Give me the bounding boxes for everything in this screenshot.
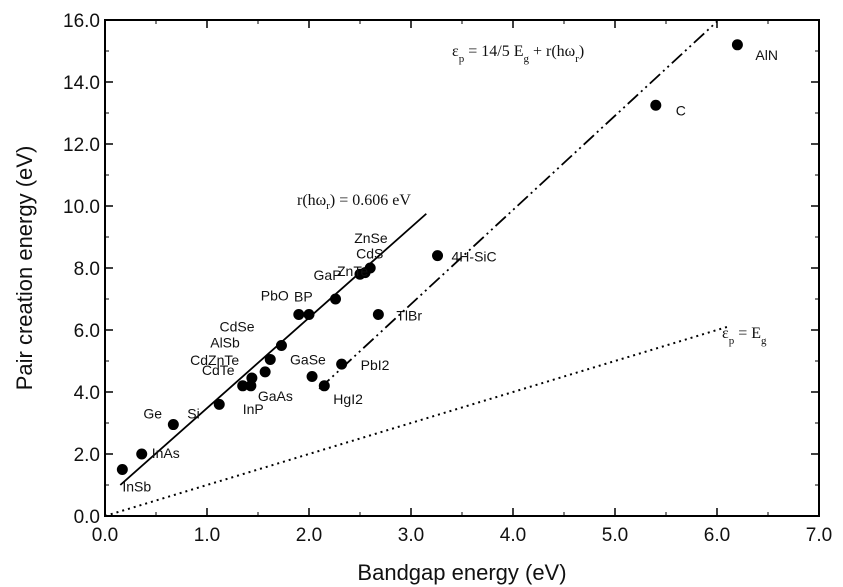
x-tick-label: 1.0 — [194, 525, 220, 546]
point-tlbr — [372, 309, 384, 320]
x-tick-label: 5.0 — [602, 525, 628, 546]
point-4h-sic — [432, 250, 444, 262]
point-inas — [136, 448, 148, 460]
point-insb — [116, 464, 128, 475]
label-gaas: GaAs — [258, 388, 293, 404]
data-points — [116, 39, 743, 475]
y-tick-label: 4.0 — [74, 383, 100, 404]
label-znse: ZnSe — [354, 230, 388, 246]
label-pbi2: PbI2 — [361, 357, 390, 373]
y-axis-title: Pair creation energy (eV) — [12, 146, 37, 391]
point-gap — [330, 293, 342, 305]
x-tick-label: 0.0 — [92, 525, 118, 546]
label-ge: Ge — [143, 406, 162, 422]
label-aln: AlN — [755, 47, 778, 63]
label-gase: GaSe — [290, 352, 326, 368]
y-tick-label: 16.0 — [63, 11, 100, 32]
label-tlbr: TlBr — [396, 308, 422, 324]
label-gap: GaP — [314, 267, 342, 283]
y-tick-label: 0.0 — [74, 507, 100, 528]
label-inas: InAs — [152, 445, 180, 461]
x-tick-label: 2.0 — [296, 525, 322, 546]
label-hgi2: HgI2 — [333, 391, 363, 407]
label-cdte: CdTe — [202, 362, 235, 378]
point-pbi2 — [336, 358, 348, 370]
fit-annotation: r(hωr) = 0.606 eV — [297, 192, 411, 212]
point-alsb — [264, 353, 276, 365]
line-solid — [119, 213, 427, 486]
y-tick-label: 14.0 — [63, 73, 100, 94]
label-4h-sic: 4H-SiC — [452, 249, 497, 265]
point-znse — [364, 262, 376, 274]
label-bp: BP — [294, 289, 313, 305]
point-hgi2 — [318, 380, 330, 392]
label-cdznte: CdZnTe — [190, 352, 239, 368]
y-tick-label: 12.0 — [63, 135, 100, 156]
x-tick-label: 3.0 — [398, 525, 424, 546]
axes: 0.0 1.0 2.0 3.0 4.0 5.0 6.0 7.0 0.0 2.0 4.0 6.0 8.0 1… — [12, 11, 832, 585]
y-tick-label: 8.0 — [74, 259, 100, 280]
x-tick-label: 6.0 — [704, 525, 730, 546]
x-tick-label: 4.0 — [500, 525, 526, 546]
label-pbo: PbO — [261, 288, 289, 304]
point-ge — [167, 419, 179, 431]
line-dotted — [104, 325, 728, 517]
equation-bandgap-annotation: εp = Eg — [722, 325, 767, 347]
point-aln — [731, 39, 743, 51]
point-cdse — [275, 340, 287, 351]
x-axis-title: Bandgap energy (eV) — [357, 560, 566, 585]
y-tick-label: 2.0 — [74, 445, 100, 466]
point-gase — [306, 371, 318, 382]
fit-lines — [104, 20, 728, 517]
label-cds: CdS — [356, 246, 383, 262]
plot-frame — [104, 19, 820, 517]
label-alsb: AlSb — [210, 334, 240, 350]
point-inp — [237, 380, 249, 392]
equation-full-annotation: εp = 14/5 Eg + r(hωr) — [452, 43, 584, 65]
line-dash-dot — [318, 20, 718, 390]
point-cdte — [246, 372, 258, 384]
label-insb: InSb — [122, 479, 151, 495]
label-inp: InP — [243, 401, 264, 417]
point-bp — [303, 309, 315, 320]
label-c: C — [676, 102, 686, 118]
point-pbo — [293, 309, 305, 320]
point-cdznte — [259, 366, 271, 378]
point-c — [650, 99, 662, 111]
point-si — [213, 398, 225, 410]
label-cdse: CdSe — [219, 319, 254, 335]
x-tick-label: 7.0 — [806, 525, 832, 546]
y-tick-label: 6.0 — [74, 321, 100, 342]
label-znte: ZnTe — [337, 263, 368, 279]
y-tick-label: 10.0 — [63, 197, 100, 218]
label-si: Si — [187, 405, 199, 421]
